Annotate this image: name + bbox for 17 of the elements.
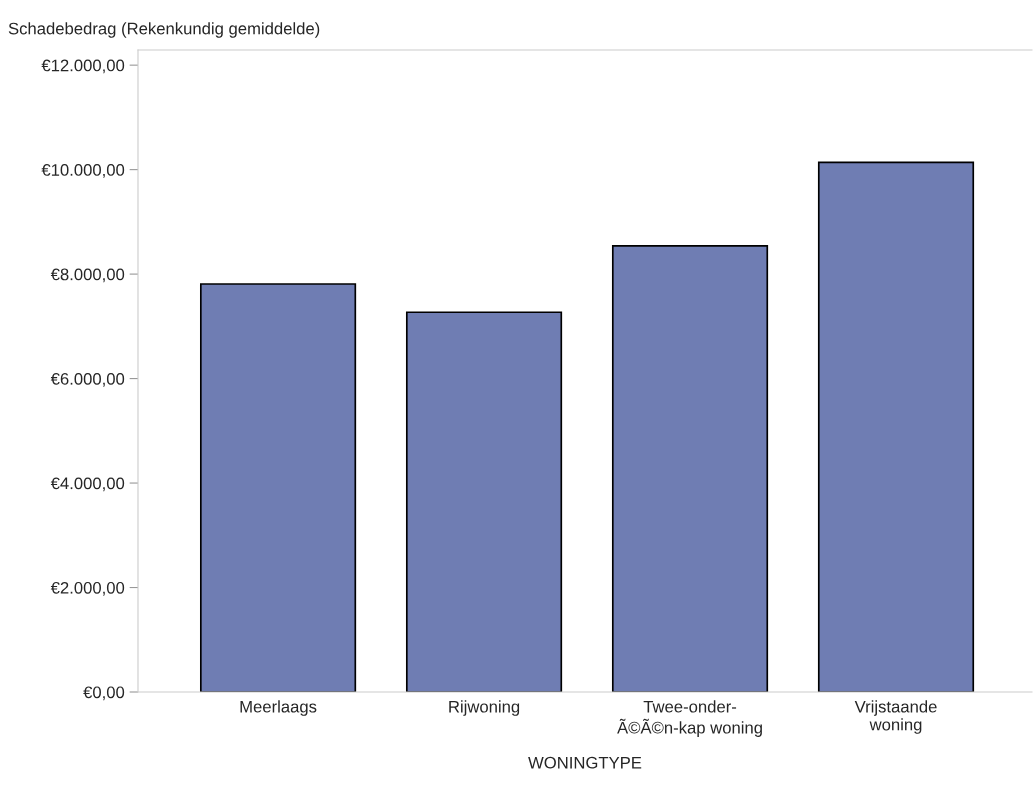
x-tick-label: Rijwoning <box>449 700 520 716</box>
y-tick-label: €4.000,00 <box>50 477 125 492</box>
y-tick-label: €2.000,00 <box>50 581 125 596</box>
x-tick-label: Vrijstaande woning <box>854 700 937 734</box>
bar <box>199 283 357 692</box>
bar <box>817 161 975 692</box>
y-tick-label: €0,00 <box>83 686 125 701</box>
y-tick-label: €8.000,00 <box>50 268 125 283</box>
x-tick-label: Twee-onder- Ã©Ã©n-kap woning <box>617 700 762 737</box>
y-tick-label: €6.000,00 <box>50 372 125 387</box>
x-axis-title: WONINGTYPE <box>528 756 642 769</box>
y-axis-title: Schadebedrag (Rekenkundig gemiddelde) <box>8 22 320 38</box>
x-tick-label: Meerlaags <box>240 700 317 716</box>
bar <box>405 311 563 692</box>
y-tick-label: €12.000,00 <box>41 59 125 74</box>
bar <box>611 245 769 692</box>
y-tick-label: €10.000,00 <box>41 164 125 178</box>
